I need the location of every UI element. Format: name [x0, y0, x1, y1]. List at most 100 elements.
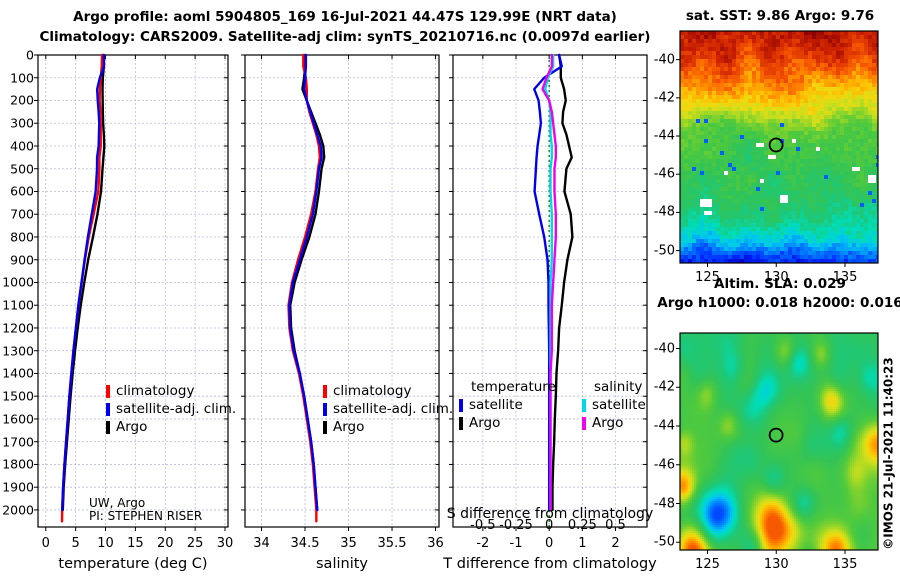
legend-label: Argo [116, 419, 148, 435]
curve-satellite-adj-clim- [60, 53, 106, 512]
legend-salinity-panel: climatology satellite-adj. clim. Argo [323, 382, 453, 436]
depth-tick-label: 400 [10, 138, 34, 154]
legend-label: satellite [469, 397, 523, 413]
map-lat-tick-label: -42 [653, 379, 675, 395]
s-tick-label: 0 [545, 518, 554, 533]
depth-tick-label: 1900 [2, 479, 34, 495]
s-tick-label: -0.25 [499, 518, 533, 533]
sla-map-title-line2: Argo h1000: 0.018 h2000: 0.016 [657, 295, 900, 311]
figure-title-line2: Climatology: CARS2009. Satellite-adj cli… [39, 29, 651, 45]
map-lat-tick-label: -50 [653, 534, 675, 550]
depth-tick-label: 900 [10, 252, 34, 268]
map-lat-tick-label: -48 [653, 204, 675, 220]
x-tick-label: 0 [41, 536, 50, 551]
depth-tick-label: 1600 [2, 411, 34, 427]
curve-argo-s [541, 53, 558, 512]
curve-climatology [60, 53, 104, 523]
curve-argo [61, 53, 106, 512]
depth-tick-label: 700 [10, 206, 34, 222]
legend-item: Argo [582, 414, 646, 432]
legend-header: salinity [594, 379, 643, 395]
x-axis-label: temperature (deg C) [58, 556, 208, 572]
depth-tick-label: 1800 [2, 456, 34, 472]
x-axis-label: T difference from climatology [443, 556, 657, 572]
depth-tick-label: 100 [10, 70, 34, 86]
map-lat-tick-label: -44 [653, 128, 675, 144]
x-tick-label: 30 [216, 536, 234, 551]
figure-title-line1: Argo profile: aoml 5904805_169 16-Jul-20… [73, 9, 617, 25]
climatology-line-marker [106, 384, 110, 398]
s-axis-label: S difference from climatology [446, 506, 654, 522]
curve-argo [289, 53, 326, 512]
argo-s-diff-line-marker [582, 416, 586, 430]
legend-item: satellite-adj. clim. [106, 400, 236, 418]
legend-temperature-panel: climatology satellite-adj. clim. Argo [106, 382, 236, 436]
legend-item: Argo [323, 418, 453, 436]
legend-label: Argo [592, 415, 624, 431]
argo-line-marker [106, 420, 110, 434]
map-lon-tick-label: 135 [832, 557, 858, 572]
satellite-adj-clim-line-marker [323, 402, 327, 416]
depth-tick-label: 1400 [2, 365, 34, 381]
satellite-adj-clim-line-marker [106, 402, 110, 416]
curve-argo-t [551, 53, 574, 512]
s-tick-label: 0.5 [605, 518, 626, 533]
legend-label: Argo [469, 415, 501, 431]
legend-item: satellite [582, 396, 646, 414]
curve-climatology [287, 53, 322, 523]
argo-line-marker [323, 420, 327, 434]
legend-item: satellite [459, 396, 556, 414]
map-lat-tick-label: -48 [653, 496, 675, 511]
legend-diff-temperature: temperature satellite Argo [459, 379, 556, 432]
legend-label: satellite [592, 397, 646, 413]
map-lon-tick-label: 125 [695, 557, 720, 572]
depth-tick-label: 500 [10, 161, 34, 177]
depth-tick-label: 1200 [2, 320, 34, 336]
credits: UW, Argo PI: STEPHEN RISER [89, 497, 202, 523]
depth-tick-label: 800 [10, 229, 34, 245]
x-tick-label: 35 [340, 536, 357, 551]
curve-satellite-adj-clim- [288, 53, 323, 512]
x-tick-label: 1 [578, 536, 587, 551]
depth-tick-label: 1100 [2, 297, 34, 313]
legend-header: temperature [471, 379, 556, 395]
s-tick-label: 0.25 [567, 518, 597, 533]
legend-label: satellite-adj. clim. [116, 401, 237, 417]
credit-line-2: PI: STEPHEN RISER [89, 509, 203, 523]
curve-satellite-s [543, 53, 555, 512]
satellite-s-diff-line-marker [582, 398, 586, 412]
x-tick-label: 25 [186, 536, 204, 551]
satellite-t-diff-line-marker [459, 398, 463, 412]
map-lat-tick-label: -40 [653, 52, 675, 68]
legend-label: Argo [333, 419, 365, 435]
depth-tick-label: 300 [10, 115, 34, 131]
x-tick-label: 35.5 [377, 536, 407, 551]
depth-tick-label: 1000 [2, 274, 34, 290]
x-tick-label: 0 [545, 536, 554, 551]
sst-map-image [680, 31, 878, 263]
x-tick-label: 15 [127, 536, 144, 551]
x-tick-label: -2 [476, 536, 490, 551]
legend-item: satellite-adj. clim. [323, 400, 453, 418]
map-lat-tick-label: -46 [653, 166, 675, 182]
legend-item: Argo [459, 414, 556, 432]
x-tick-label: 36 [427, 536, 444, 551]
x-tick-label: 10 [97, 536, 114, 551]
legend-item: climatology [106, 382, 236, 400]
map-lat-tick-label: -40 [653, 341, 675, 356]
legend-diff-salinity: salinity satellite Argo [582, 379, 646, 432]
legend-item: Argo [106, 418, 236, 436]
x-tick-label: 2 [611, 536, 620, 551]
imos-watermark: ©IMOS 21-Jul-2021 11:40:23 [881, 357, 896, 550]
curve-satellite-t [533, 53, 563, 512]
legend-item: climatology [323, 382, 453, 400]
map-lat-tick-label: -44 [653, 418, 675, 434]
x-tick-label: -1 [509, 536, 523, 551]
x-tick-label: 34 [253, 536, 270, 551]
depth-tick-label: 1300 [2, 343, 34, 359]
sst-map-title: sat. SST: 9.86 Argo: 9.76 [685, 8, 875, 24]
map-lat-tick-label: -42 [653, 90, 675, 106]
sla-map-title-line1: Altim. SLA: 0.029 [714, 276, 846, 292]
depth-tick-label: 0 [26, 47, 34, 63]
legend-label: climatology [333, 383, 412, 399]
